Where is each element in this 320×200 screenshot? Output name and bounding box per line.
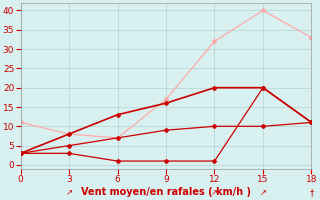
Text: †: †: [309, 188, 314, 197]
Text: ↗: ↗: [211, 188, 218, 197]
X-axis label: Vent moyen/en rafales ( km/h ): Vent moyen/en rafales ( km/h ): [81, 187, 251, 197]
Text: ↗: ↗: [260, 188, 267, 197]
Text: ↗: ↗: [66, 188, 73, 197]
